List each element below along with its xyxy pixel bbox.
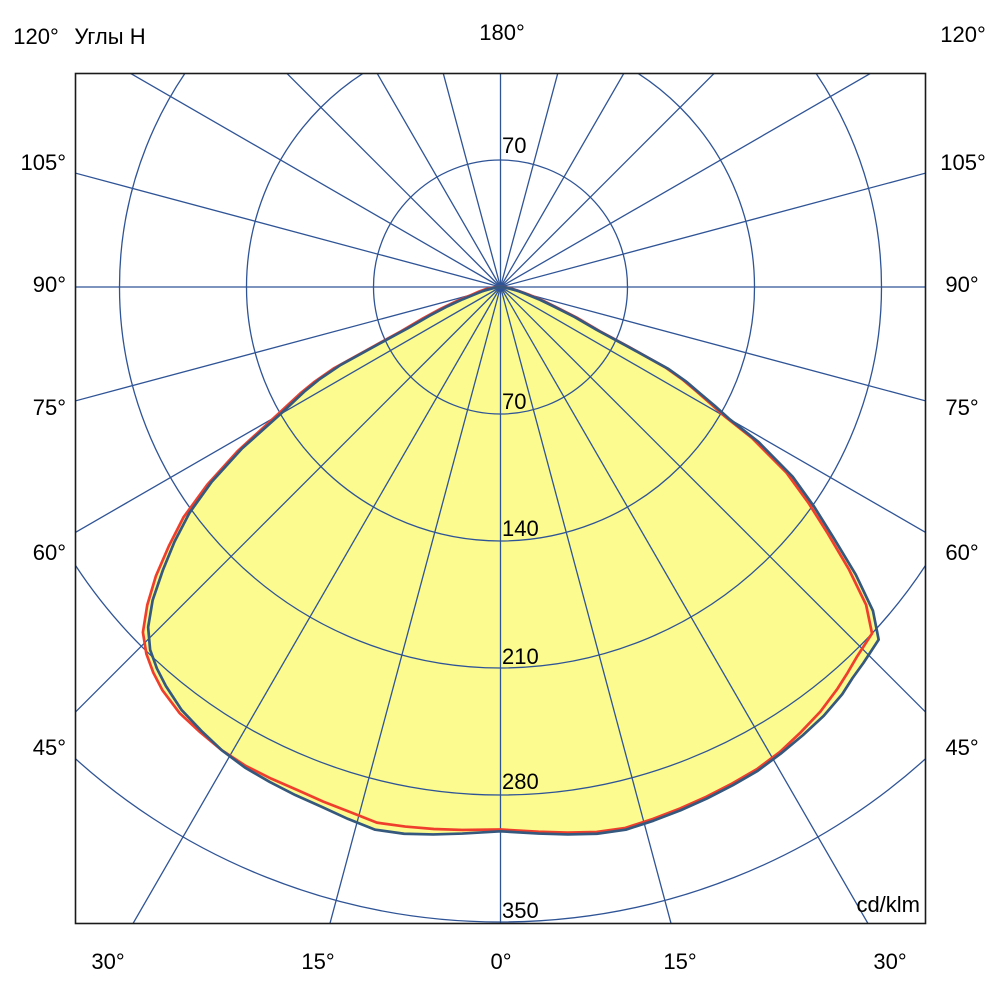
ring-label-70: 70 <box>502 389 527 414</box>
angle-grid-ray <box>75 172 501 288</box>
curve_blue-fill <box>148 287 879 835</box>
angle-label-top-left-120: 120° <box>13 24 59 49</box>
angle-grid-ray <box>286 73 501 288</box>
angle-label-bottom-right-15: 15° <box>663 949 697 974</box>
angle-grid-ray <box>376 73 502 288</box>
curve_blue <box>146 285 881 836</box>
angle-label-right-75: 75° <box>945 395 979 420</box>
angle-label-right-45: 45° <box>945 735 979 760</box>
angle-grid-ray <box>499 73 559 288</box>
radius-grid-circle-210 <box>118 73 883 669</box>
angle-grid-ray <box>442 73 502 288</box>
radius-grid-circle-140 <box>245 73 756 542</box>
angle-grid-ray <box>75 286 501 402</box>
angle-label-right-90: 90° <box>945 272 979 297</box>
angle-grid-ray <box>500 286 926 713</box>
angle-label-left-75: 75° <box>32 395 66 420</box>
ring-label-140: 140 <box>502 516 539 541</box>
angle-label-right-60: 60° <box>945 540 979 565</box>
plot-border <box>74 72 927 925</box>
angle-grid-ray <box>75 286 501 534</box>
angle-grid-ray <box>129 73 501 288</box>
angle-label-left-60: 60° <box>32 540 66 565</box>
angle-label-bottom-right-30: 30° <box>873 949 907 974</box>
angle-label-left-105: 105° <box>20 150 66 175</box>
ring-label-70-top: 70 <box>502 133 527 158</box>
angle-grid-ray <box>499 73 625 288</box>
radius-grid-circle-280 <box>75 563 926 796</box>
angle-grid-ray <box>75 286 501 713</box>
angle-grid-ray <box>500 286 926 402</box>
ring-label-210: 210 <box>502 644 539 669</box>
angle-label-right-105: 105° <box>940 150 986 175</box>
angle-label-bottom-0: 0° <box>490 949 512 974</box>
ring-label-350: 350 <box>502 898 539 923</box>
unit-label-cd-klm: cd/klm <box>856 892 920 917</box>
h-angles-title: Углы H <box>74 24 146 49</box>
angle-grid-ray <box>500 172 926 288</box>
radius-grid-circle-70 <box>372 159 629 415</box>
angle-grid-ray <box>329 286 502 924</box>
angle-label-bottom-left-30: 30° <box>91 949 125 974</box>
angle-grid-ray <box>500 73 715 288</box>
radius-grid-circle-350 <box>75 757 926 923</box>
angle-label-left-45: 45° <box>32 735 66 760</box>
angle-label-top-right-120: 120° <box>940 22 986 47</box>
ring-label-280: 280 <box>502 769 539 794</box>
angle-label-left-90: 90° <box>32 272 66 297</box>
angle-label-bottom-left-15: 15° <box>301 949 335 974</box>
angle-label-top-center-180: 180° <box>479 20 525 45</box>
angle-grid-ray <box>499 286 869 924</box>
angle-grid-ray <box>132 286 502 924</box>
angle-grid-ray <box>499 286 672 924</box>
angle-grid-ray <box>500 73 872 288</box>
angle-grid-ray <box>500 286 926 534</box>
